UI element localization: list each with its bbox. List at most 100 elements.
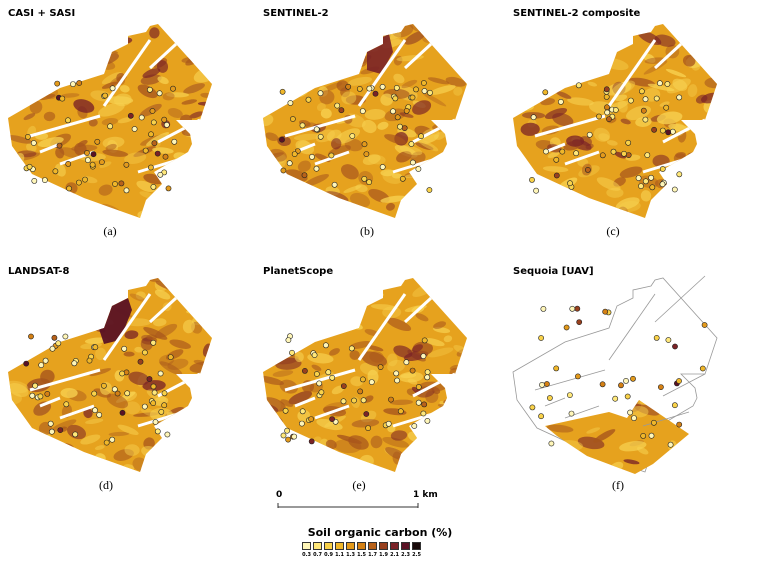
sample-point <box>379 84 386 90</box>
sample-point <box>569 305 576 312</box>
sample-point <box>403 108 410 114</box>
legend-swatch <box>324 542 333 550</box>
sample-point <box>529 176 535 183</box>
sample-point <box>394 377 400 384</box>
sample-point <box>411 423 418 429</box>
sample-point <box>638 88 645 95</box>
sample-point <box>671 402 678 409</box>
river-line <box>29 114 101 138</box>
sample-point <box>653 335 660 341</box>
sample-point <box>109 436 116 443</box>
sample-point <box>151 140 158 147</box>
sample-point <box>529 404 536 411</box>
sample-point <box>72 431 79 438</box>
sample-point <box>359 108 366 114</box>
legend-swatch <box>412 542 421 550</box>
soil-carbon-map <box>8 278 212 472</box>
sample-point <box>427 89 433 96</box>
sample-point <box>676 171 683 178</box>
river-line <box>607 39 657 107</box>
sample-point <box>51 334 58 341</box>
sample-point <box>627 409 633 416</box>
sample-point <box>642 96 649 103</box>
sample-point <box>63 401 70 408</box>
sample-point <box>424 369 431 375</box>
sample-point <box>162 153 169 160</box>
river-line <box>642 411 690 427</box>
sample-point <box>24 134 31 140</box>
sample-point <box>56 142 63 149</box>
sample-point <box>328 152 335 159</box>
panel-title: CASI + SASI <box>8 8 76 19</box>
river-line <box>102 293 152 361</box>
sample-point <box>553 172 560 179</box>
sample-point <box>119 370 125 377</box>
sample-point <box>102 92 108 99</box>
sample-point <box>621 150 627 157</box>
sample-point <box>625 152 632 158</box>
river-line <box>39 396 61 408</box>
sample-point <box>340 398 347 405</box>
soil-carbon-map <box>513 24 717 218</box>
sample-point <box>280 432 287 439</box>
sample-point <box>420 410 427 417</box>
sample-point <box>538 413 544 420</box>
sample-point <box>542 89 549 96</box>
sample-point <box>357 388 364 395</box>
sample-point <box>158 408 165 415</box>
sample-point <box>388 396 394 403</box>
sample-point <box>121 345 128 352</box>
legend-tick-label: 0.7 <box>313 552 322 558</box>
legend-title: Soil organic carbon (%) <box>307 526 453 539</box>
river-line <box>534 114 606 138</box>
sample-point <box>547 395 553 401</box>
sample-point <box>52 168 59 175</box>
sample-point <box>701 322 708 328</box>
legend-swatches <box>302 542 421 550</box>
sample-point <box>308 416 314 422</box>
sample-point <box>325 369 332 376</box>
sample-point <box>656 80 663 87</box>
sample-point <box>317 90 324 97</box>
sample-point <box>644 152 651 158</box>
sample-point <box>150 383 157 390</box>
sample-point <box>612 395 619 402</box>
sample-point <box>361 141 368 148</box>
sample-point <box>82 176 88 183</box>
legend-swatch <box>302 542 311 550</box>
panel-title: SENTINEL-2 composite <box>513 8 641 19</box>
sample-point <box>141 403 148 410</box>
sample-point <box>624 393 631 400</box>
sample-point <box>409 94 416 101</box>
sample-point <box>576 319 583 325</box>
sample-point <box>630 375 636 382</box>
river-line <box>544 397 566 407</box>
sample-point <box>305 96 312 103</box>
sample-point <box>314 371 320 377</box>
field-texture <box>545 400 689 474</box>
sample-point <box>161 116 168 123</box>
sample-point <box>659 166 666 172</box>
scale-bar-end-label: 1 km <box>413 490 438 500</box>
sample-point <box>599 152 606 159</box>
sample-point <box>349 133 356 139</box>
panel-title: SENTINEL-2 <box>263 8 329 19</box>
scale-bar: 0 1 km <box>276 490 446 516</box>
sample-point <box>390 108 396 115</box>
sample-point <box>118 180 125 187</box>
sample-point <box>424 417 431 424</box>
sample-point <box>76 179 82 186</box>
sample-point <box>610 148 617 155</box>
sample-point <box>538 335 544 341</box>
sample-point <box>89 161 96 168</box>
sample-point <box>114 390 121 397</box>
sample-point <box>360 397 367 404</box>
sample-point <box>31 177 38 184</box>
sample-point <box>676 378 682 384</box>
sample-point <box>651 126 657 133</box>
sample-point <box>403 359 410 366</box>
sample-point <box>127 112 134 119</box>
sample-point <box>603 94 610 100</box>
sample-point <box>642 178 649 185</box>
sample-point <box>567 392 573 399</box>
